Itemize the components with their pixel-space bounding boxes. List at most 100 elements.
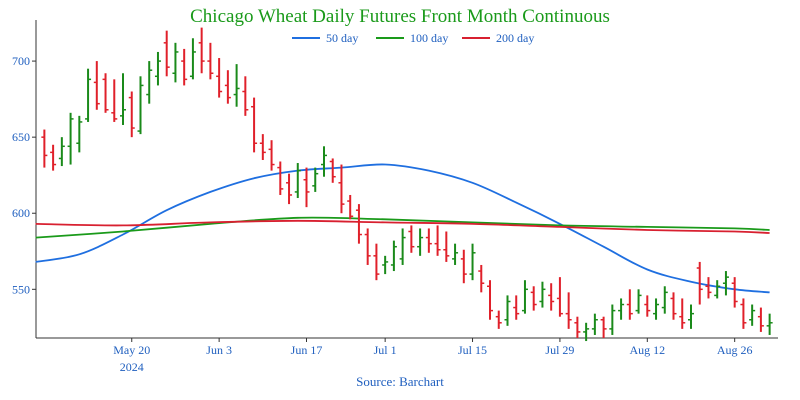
ohlc-bar [452, 243, 459, 265]
ohlc-bar [347, 194, 354, 220]
ohlc-bar [399, 228, 406, 265]
x-tick-label: Jun 17 [291, 343, 323, 357]
legend-label-ma200: 200 day [496, 31, 534, 45]
series-line-ma100 [35, 216, 770, 239]
ohlc-bar [478, 264, 485, 293]
moving-average-lines [35, 163, 770, 294]
ohlc-bar [583, 322, 590, 342]
legend-label-ma100: 100 day [410, 31, 448, 45]
x-tick-label: Aug 12 [629, 343, 665, 357]
x-tick-label: Aug 26 [717, 343, 753, 357]
ohlc-bar [521, 280, 528, 314]
ohlc-bar [329, 158, 336, 183]
ohlc-bar [670, 292, 677, 320]
ohlc-bar [294, 163, 301, 199]
ohlc-bar [731, 277, 738, 308]
ohlc-bar [556, 277, 563, 317]
ohlc-bar [286, 173, 293, 205]
x-tick-year-label: 2024 [120, 360, 144, 374]
ohlc-bar [417, 228, 424, 256]
ohlc-bar [312, 167, 319, 192]
ohlc-bar [111, 79, 118, 122]
ohlc-bar [469, 243, 476, 281]
ohlc-bar [434, 225, 441, 256]
legend: 50 day 100 day 200 day [292, 31, 534, 45]
ohlc-bar [373, 243, 380, 281]
ohlc-bar [591, 313, 598, 335]
ohlc-bar [251, 97, 258, 153]
x-ticks: May 20 2024 Jun 3 Jun 17 Jul 1 Jul 15 Jul 29 Au… [113, 338, 753, 374]
ohlc-bar [635, 289, 642, 314]
ohlc-bar [85, 68, 92, 122]
ohlc-bar [224, 70, 231, 104]
ohlc-bar [618, 298, 625, 320]
ohlc-bar [487, 280, 494, 320]
ohlc-bar [137, 76, 144, 135]
ohlc-bar [76, 115, 83, 153]
y-ticks: 550 600 650 700 [12, 54, 36, 296]
y-tick-label: 650 [12, 130, 30, 144]
ohlc-bar [766, 313, 773, 335]
ohlc-bar [609, 304, 616, 335]
series-line-ma50 [35, 163, 770, 294]
ohlc-bar [530, 286, 537, 311]
y-tick-label: 550 [12, 282, 30, 296]
x-tick-label: Jun 3 [206, 343, 232, 357]
ohlc-bar [198, 27, 205, 74]
y-tick-label: 700 [12, 54, 30, 68]
x-tick-label: Jul 1 [374, 343, 397, 357]
ohlc-bar [146, 61, 153, 104]
ohlc-bar [653, 298, 660, 320]
ohlc-bar [320, 146, 327, 177]
ohlc-bar [626, 289, 633, 320]
price-bars [41, 27, 773, 342]
x-tick-label: Jul 15 [458, 343, 487, 357]
ohlc-bar [661, 286, 668, 314]
ohlc-bar [259, 134, 266, 160]
ohlc-bar [408, 225, 415, 253]
axes [35, 20, 778, 339]
ohlc-bar [207, 42, 214, 80]
ohlc-bar [50, 144, 57, 171]
ohlc-bar [172, 42, 179, 83]
ohlc-bar [443, 231, 450, 262]
ohlc-bar [364, 228, 371, 265]
ohlc-bar [390, 240, 397, 272]
ohlc-bar [705, 277, 712, 299]
series-line-ma200 [35, 219, 770, 234]
ohlc-bar [460, 249, 467, 284]
ohlc-bar [58, 137, 65, 167]
ohlc-bar [757, 307, 764, 332]
ohlc-bar [504, 295, 511, 326]
source-label: Source: Barchart [356, 374, 444, 389]
ohlc-bar [93, 61, 100, 110]
ohlc-bar [565, 292, 572, 329]
ohlc-bar [548, 283, 555, 311]
ohlc-bar [128, 91, 135, 138]
ohlc-bar [268, 140, 275, 171]
ohlc-bar [600, 316, 607, 338]
ohlc-bar [644, 295, 651, 317]
ohlc-bar [687, 304, 694, 329]
chart-title: Chicago Wheat Daily Futures Front Month … [190, 6, 610, 27]
ohlc-bar [303, 167, 310, 208]
ohlc-bar [714, 280, 721, 299]
ohlc-bar [67, 112, 74, 165]
legend-label-ma50: 50 day [326, 31, 358, 45]
ohlc-bar [740, 298, 747, 329]
x-tick-label: May 20 [113, 343, 150, 357]
ohlc-bar [355, 204, 362, 244]
y-tick-label: 600 [12, 206, 30, 220]
ohlc-bar [277, 161, 284, 195]
ohlc-bar [120, 73, 127, 125]
ohlc-bar [163, 30, 170, 77]
ohlc-bar [102, 73, 109, 113]
ohlc-bar [722, 271, 729, 296]
ohlc-bar [539, 281, 546, 308]
x-tick-label: Jul 29 [545, 343, 574, 357]
ohlc-bar [696, 261, 703, 305]
ohlc-bar [189, 38, 196, 80]
ohlc-bar [749, 304, 756, 326]
ohlc-bar [338, 164, 345, 214]
